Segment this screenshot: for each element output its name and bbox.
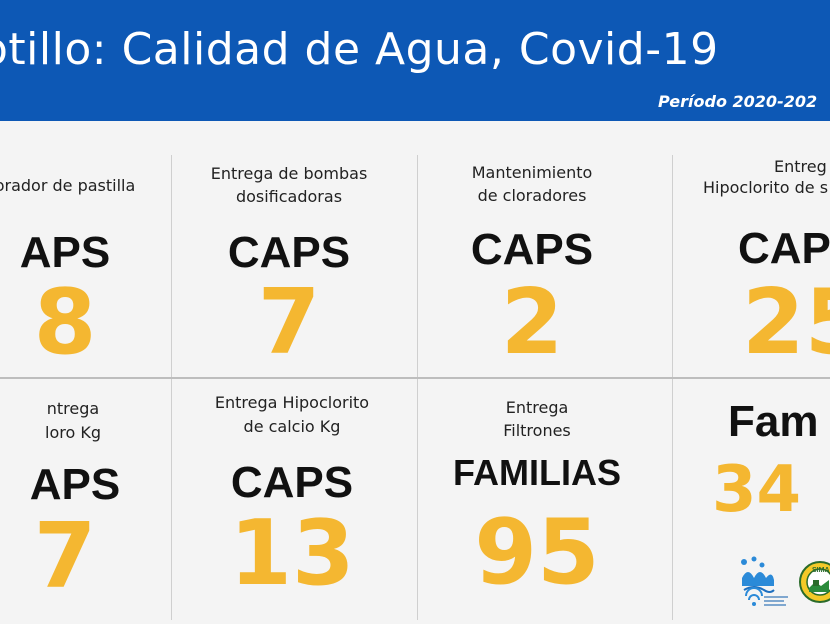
stat-card-mantenimiento: Mantenimiento de cloradores CAPS 2: [407, 130, 657, 370]
simas-logo: SIMA: [799, 561, 830, 603]
period-label: Período 2020-202: [658, 92, 818, 111]
column-divider: [417, 155, 418, 377]
stat-card-filtrones: Entrega Filtrones FAMILIAS 95: [412, 384, 662, 624]
card-unit: CAPS: [230, 458, 354, 507]
card-label-line2: de calcio Kg: [243, 417, 341, 436]
card-label-line1: Entrega de bombas: [210, 164, 368, 183]
stat-card-hipoclorito-kg: ntrega loro Kg APS 7: [0, 384, 190, 624]
card-value: 34: [712, 453, 802, 527]
card-unit: CAPS: [227, 228, 351, 277]
stat-card-bombas-dosificadoras: Entrega de bombas dosificadoras CAPS 7: [164, 130, 414, 370]
stat-card-hipoclorito-sodio: Entreg Hipoclorito de s CAP 25: [690, 130, 830, 370]
card-label-line2: loro Kg: [45, 423, 101, 442]
column-divider: [672, 155, 673, 377]
column-divider: [171, 379, 172, 620]
card-value: 2: [500, 270, 564, 375]
card-value: 25: [742, 270, 830, 375]
card-label-line1: Entrega: [505, 398, 569, 417]
card-unit: APS: [29, 460, 121, 509]
header-banner: otillo: Calidad de Agua, Covid-19 Períod…: [0, 0, 830, 121]
column-divider: [417, 379, 418, 620]
row-divider: [0, 377, 830, 379]
water-drops-logo: [741, 556, 788, 606]
stat-card-cloradores-pastilla: orador de pastilla APS 8: [0, 130, 190, 370]
card-label-line1: ntrega: [46, 399, 100, 418]
card-unit: APS: [19, 228, 111, 277]
card-unit: FAMILIAS: [453, 452, 621, 493]
card-unit: Fam: [728, 397, 819, 446]
column-divider: [672, 379, 673, 620]
card-label-line2: de cloradores: [477, 186, 587, 205]
card-label-line2: dosificadoras: [235, 187, 343, 206]
card-label-line1: Entreg: [774, 157, 827, 176]
stat-card-hipoclorito-calcio: Entrega Hipoclorito de calcio Kg CAPS 13: [167, 384, 417, 624]
stat-card-familias: Fam 34: [690, 384, 830, 624]
card-value: 8: [33, 270, 97, 375]
card-label: orador de pastilla: [0, 176, 136, 195]
card-label-line1: Mantenimiento: [471, 163, 593, 182]
card-label-line2: Filtrones: [503, 421, 571, 440]
card-unit: CAP: [738, 224, 830, 273]
page-title: otillo: Calidad de Agua, Covid-19: [0, 24, 719, 75]
column-divider: [171, 155, 172, 377]
card-value: 13: [229, 501, 355, 606]
svg-text:SIMA: SIMA: [812, 567, 830, 574]
card-label-line2: Hipoclorito de s: [703, 178, 829, 197]
card-value: 7: [257, 270, 321, 375]
card-unit: CAPS: [470, 225, 594, 274]
card-value: 95: [474, 500, 600, 605]
card-value: 7: [33, 504, 97, 609]
card-label-line1: Entrega Hipoclorito: [214, 393, 370, 412]
